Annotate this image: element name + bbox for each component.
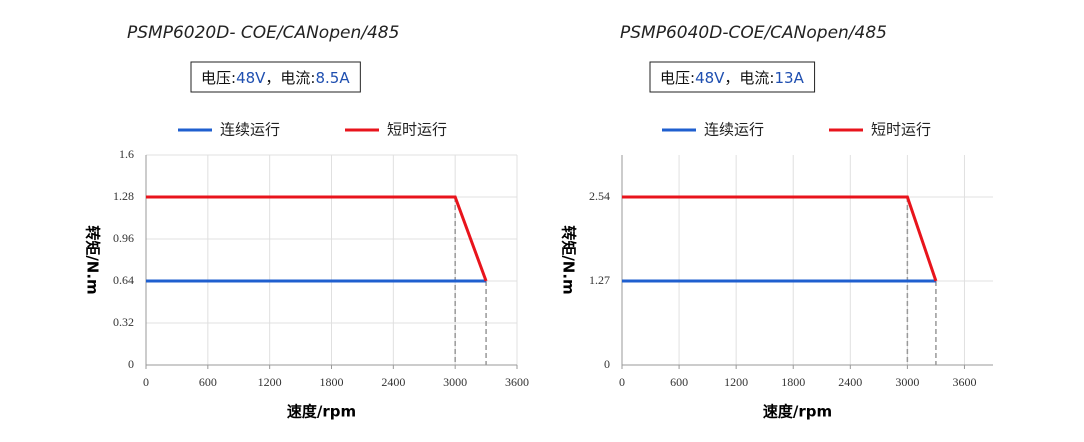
y-tick-label: 0.32	[113, 315, 134, 329]
x-axis-label: 速度/rpm	[763, 403, 832, 421]
subtitle-part: 48V	[236, 69, 266, 87]
x-axis-label: 速度/rpm	[287, 403, 356, 421]
subtitle-box	[190, 61, 361, 93]
y-axis-label: 转矩/N.m	[84, 225, 102, 294]
y-tick-label: 0	[604, 357, 610, 371]
subtitle-part: 13A	[774, 69, 804, 87]
y-tick-label: 1.28	[113, 189, 134, 203]
subtitle-part: 8.5A	[315, 69, 350, 87]
y-tick-label: 0.64	[113, 273, 134, 287]
x-tick-label: 3000	[443, 375, 467, 389]
x-tick-label: 1200	[258, 375, 282, 389]
subtitle: 电压:48V，电流:8.5A	[201, 69, 350, 87]
series-line	[146, 195, 488, 282]
subtitle: 电压:48V，电流:13A	[660, 69, 805, 87]
x-tick-label: 3600	[952, 375, 976, 389]
legend-label: 短时运行	[871, 121, 931, 139]
chart-title: PSMP6020D- COE/CANopen/485	[127, 23, 399, 43]
x-tick-label: 0	[143, 375, 149, 389]
subtitle-part: 电压:	[201, 69, 236, 87]
x-tick-label: 3000	[895, 375, 919, 389]
x-tick-label: 1800	[781, 375, 805, 389]
x-tick-label: 1200	[724, 375, 748, 389]
y-tick-label: 0	[128, 357, 134, 371]
chart-title: PSMP6040D-COE/CANopen/485	[620, 23, 887, 43]
subtitle-box	[649, 61, 816, 93]
subtitle-part: ，电流:	[724, 69, 774, 87]
x-tick-label: 2400	[838, 375, 862, 389]
subtitle-part: 48V	[695, 69, 725, 87]
subtitle-part: ，电流:	[265, 69, 315, 87]
legend-label: 连续运行	[220, 121, 280, 139]
x-tick-label: 600	[199, 375, 217, 389]
y-tick-label: 1.6	[119, 147, 134, 161]
x-tick-label: 3600	[505, 375, 529, 389]
y-tick-label: 0.96	[113, 231, 134, 245]
x-tick-label: 0	[619, 375, 625, 389]
subtitle-part: 电压:	[660, 69, 695, 87]
x-tick-label: 2400	[381, 375, 405, 389]
series-line	[622, 195, 938, 282]
legend-label: 短时运行	[387, 121, 447, 139]
y-axis-label: 转矩/N.m	[560, 225, 578, 294]
x-tick-label: 1800	[320, 375, 344, 389]
legend-label: 连续运行	[704, 121, 764, 139]
x-tick-label: 600	[670, 375, 688, 389]
y-tick-label: 2.54	[589, 189, 610, 203]
y-tick-label: 1.27	[589, 273, 610, 287]
